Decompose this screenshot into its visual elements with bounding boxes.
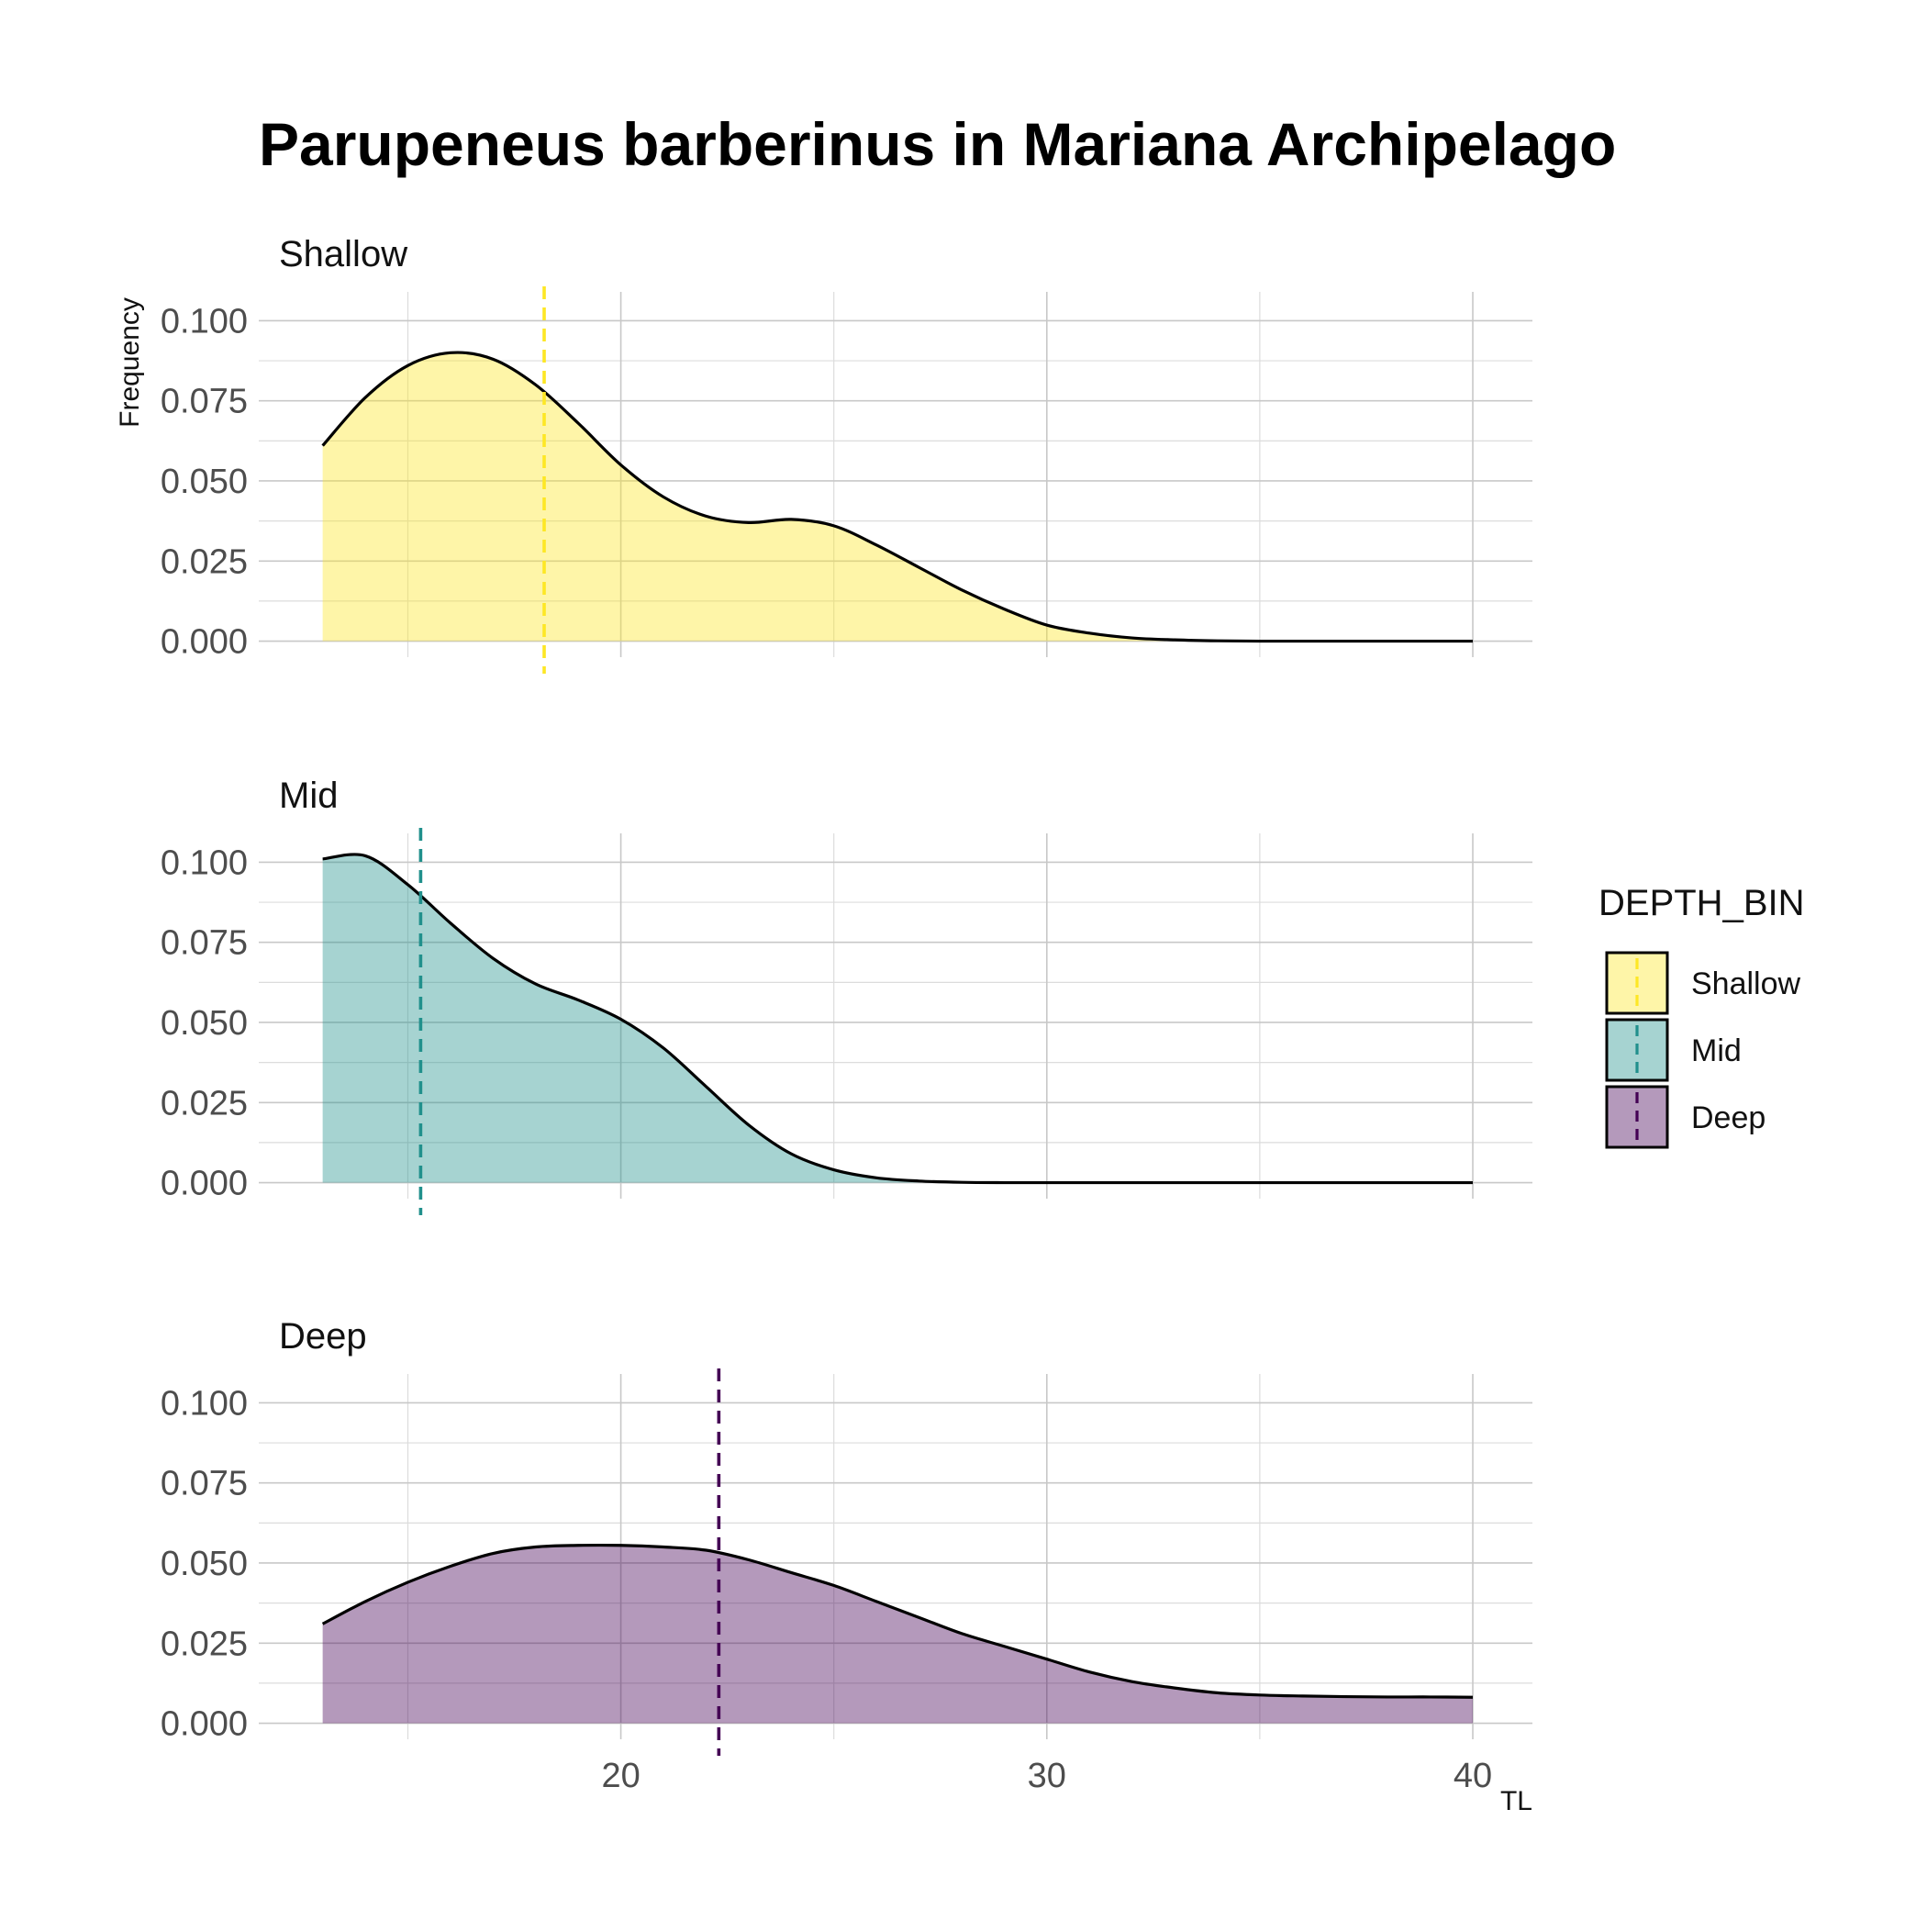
density-area bbox=[322, 854, 1474, 1183]
density-curve bbox=[322, 853, 1474, 1185]
legend-title: DEPTH_BIN bbox=[1598, 883, 1805, 923]
y-axis-label: Frequency bbox=[115, 297, 145, 428]
legend-item-mid: Mid bbox=[1605, 1018, 1742, 1082]
y-tick-label: 0.000 bbox=[161, 1705, 248, 1744]
y-tick-label: 0.050 bbox=[161, 463, 248, 501]
y-tick-label: 0.100 bbox=[161, 302, 248, 341]
panel-deep: Deep 0.000 0.025 0.050 0.075 0.100 20 30 40 bbox=[161, 1316, 1532, 1795]
x-tick-label: 40 bbox=[1454, 1757, 1492, 1795]
x-tick-label: 30 bbox=[1028, 1757, 1066, 1795]
y-tick-label: 0.100 bbox=[161, 843, 248, 882]
y-tick-label: 0.050 bbox=[161, 1004, 248, 1043]
x-tick-label: 20 bbox=[601, 1757, 640, 1795]
legend-label: Mid bbox=[1691, 1033, 1742, 1068]
panel-shallow: Shallow 0.000 0.025 0.050 0.075 0.100 bbox=[161, 234, 1532, 674]
legend-label: Shallow bbox=[1691, 966, 1801, 1001]
y-tick-label: 0.025 bbox=[161, 1625, 248, 1663]
density-curve bbox=[321, 351, 1474, 643]
y-tick-label: 0.100 bbox=[161, 1384, 248, 1423]
panels: Shallow 0.000 0.025 0.050 0.075 0.100 Mid 0.000… bbox=[161, 234, 1532, 1795]
density-curve bbox=[321, 1543, 1474, 1699]
y-tick-label: 0.025 bbox=[161, 542, 248, 581]
density-area bbox=[322, 1545, 1474, 1724]
legend: Shallow Mid Deep bbox=[1605, 951, 1801, 1149]
panel-strip-label: Deep bbox=[279, 1316, 367, 1357]
legend-item-deep: Deep bbox=[1605, 1085, 1765, 1149]
y-tick-label: 0.075 bbox=[161, 924, 248, 963]
y-tick-label: 0.075 bbox=[161, 1465, 248, 1503]
x-axis-label: TL bbox=[1500, 1786, 1532, 1816]
panel-mid: Mid 0.000 0.025 0.050 0.075 0.100 bbox=[161, 776, 1532, 1215]
y-tick-label: 0.000 bbox=[161, 623, 248, 662]
legend-item-shallow: Shallow bbox=[1605, 951, 1801, 1015]
panel-strip-label: Shallow bbox=[279, 234, 407, 274]
y-tick-label: 0.000 bbox=[161, 1165, 248, 1203]
y-tick-label: 0.025 bbox=[161, 1084, 248, 1122]
density-area bbox=[322, 352, 1474, 642]
legend-label: Deep bbox=[1691, 1100, 1765, 1135]
chart-title: Parupeneus barberinus in Mariana Archipe… bbox=[259, 110, 1616, 178]
panel-strip-label: Mid bbox=[279, 776, 338, 816]
y-tick-label: 0.075 bbox=[161, 383, 248, 421]
y-tick-label: 0.050 bbox=[161, 1545, 248, 1583]
